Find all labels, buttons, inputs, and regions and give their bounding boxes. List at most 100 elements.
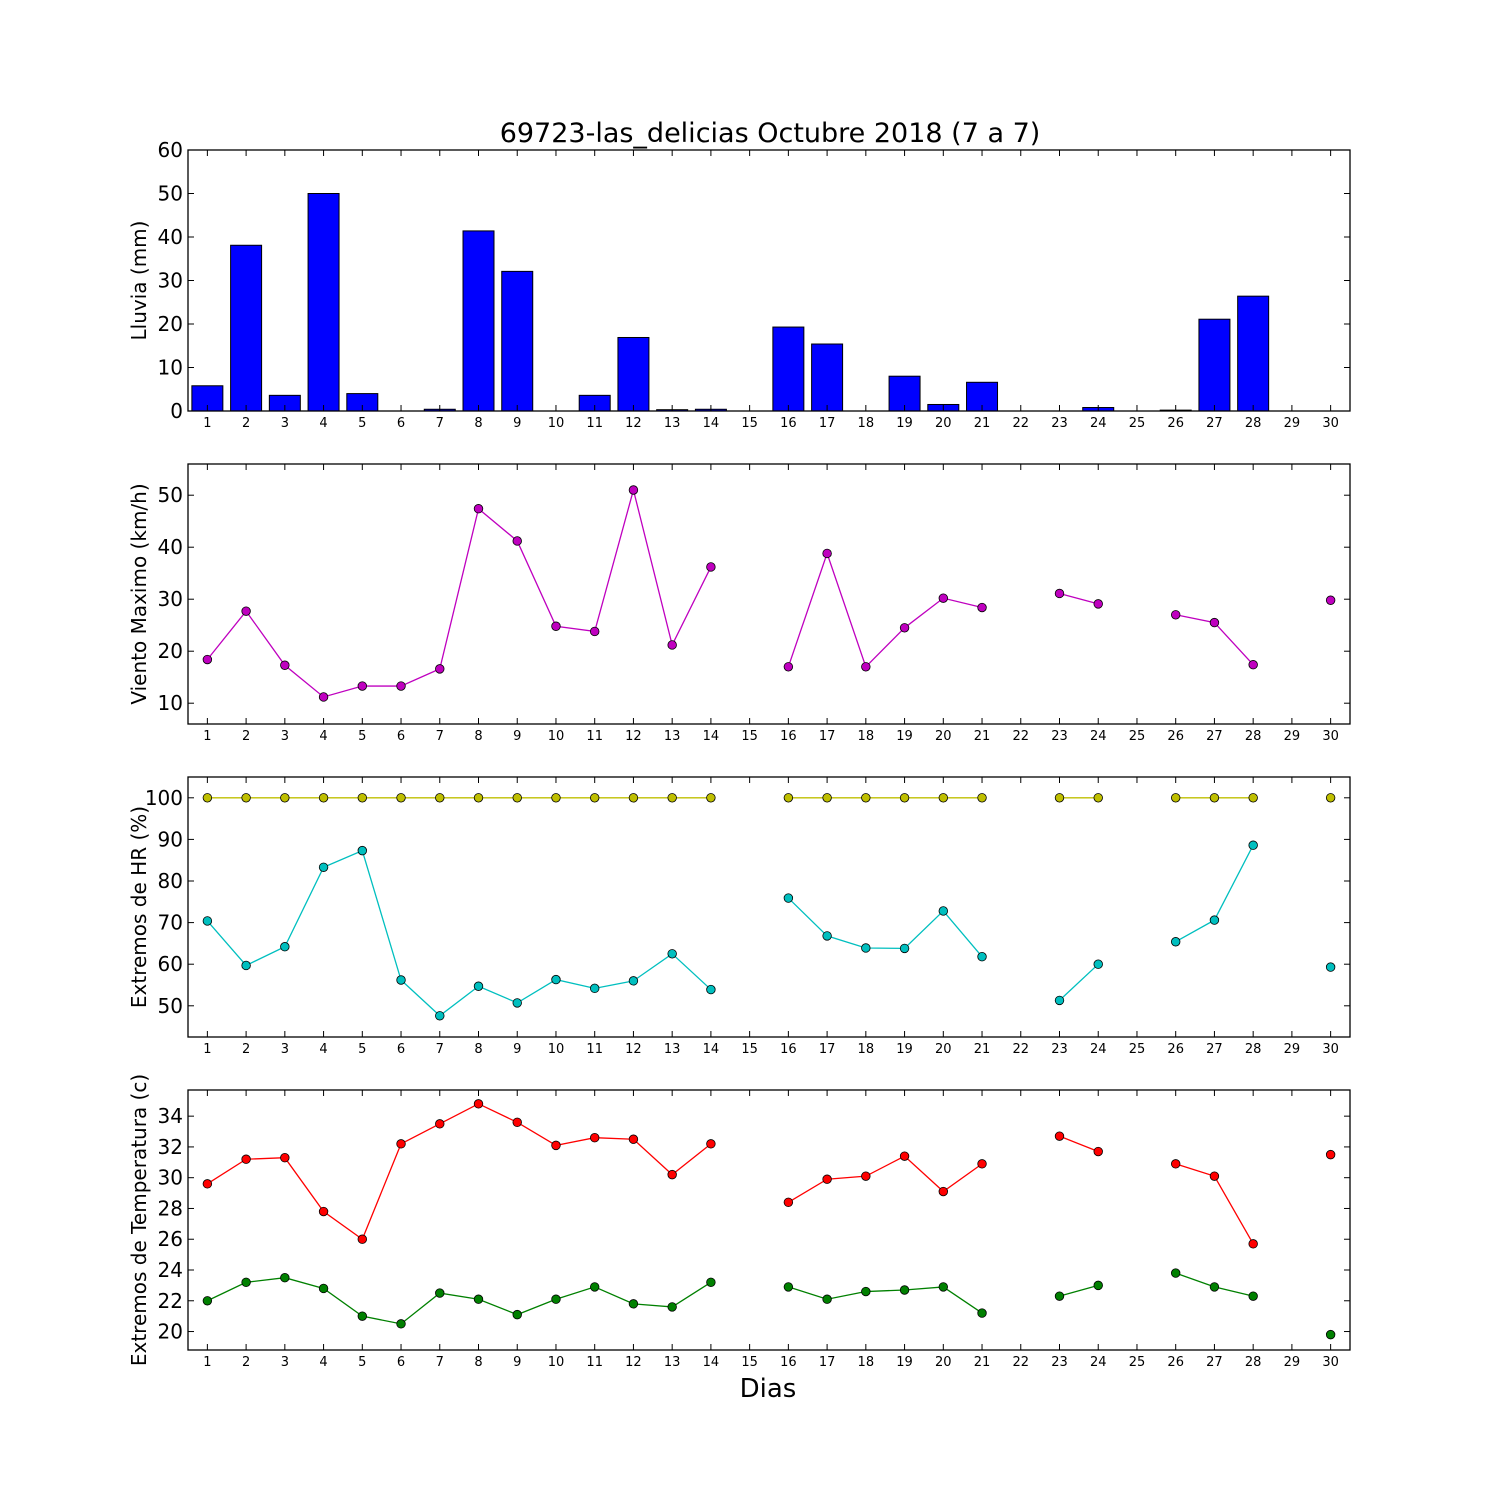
x-tick-label: 6	[397, 416, 405, 431]
figure-title: 69723-las_delicias Octubre 2018 (7 a 7)	[500, 118, 1041, 149]
y-tick-label: 30	[158, 587, 183, 611]
x-tick-label: 6	[397, 1042, 405, 1057]
data-point	[706, 1277, 716, 1288]
data-point	[241, 1277, 251, 1288]
x-tick-label: 24	[1090, 416, 1107, 431]
data-point	[1248, 1291, 1258, 1301]
x-tick-label: 13	[664, 1042, 681, 1057]
x-tick-label: 2	[242, 729, 250, 744]
x-tick-label: 10	[548, 729, 565, 744]
data-point	[706, 984, 716, 995]
x-axis-label: Dias	[740, 1374, 797, 1404]
rain-bar	[811, 343, 844, 412]
y-tick-label: 30	[158, 269, 183, 293]
data-point	[357, 845, 368, 856]
x-tick-label: 30	[1322, 416, 1339, 431]
data-point	[822, 1294, 832, 1304]
rain-bar	[230, 244, 263, 412]
data-point	[822, 793, 832, 803]
data-point	[783, 893, 794, 903]
data-point	[899, 1285, 910, 1295]
data-point	[551, 621, 561, 631]
data-point	[280, 1272, 290, 1283]
data-point	[318, 692, 329, 702]
y-tick-label: 100	[145, 786, 183, 810]
y-tick-label: 40	[158, 225, 183, 249]
data-point	[202, 916, 213, 926]
x-tick-label: 19	[896, 1042, 913, 1057]
x-tick-label: 30	[1322, 1355, 1339, 1370]
data-point	[977, 602, 987, 613]
x-tick-label: 13	[664, 416, 681, 431]
x-tick-label: 20	[935, 729, 952, 744]
x-tick-label: 5	[358, 1355, 366, 1370]
data-point	[590, 793, 600, 803]
x-tick-label: 27	[1206, 416, 1223, 431]
data-point	[357, 681, 368, 691]
x-tick-label: 23	[1051, 416, 1068, 431]
x-tick-label: 9	[513, 416, 521, 431]
data-point	[822, 1174, 832, 1184]
y-tick-label: 24	[158, 1258, 183, 1282]
data-point	[938, 1186, 949, 1197]
data-point	[938, 793, 949, 803]
data-point	[667, 640, 677, 650]
x-tick-label: 8	[474, 416, 482, 431]
data-point	[1325, 793, 1336, 803]
x-tick-label: 24	[1090, 1355, 1107, 1370]
data-point	[861, 1171, 871, 1181]
x-tick-label: 17	[819, 416, 836, 431]
data-point	[473, 981, 484, 991]
data-point	[357, 793, 368, 803]
x-tick-label: 16	[780, 729, 797, 744]
x-tick-label: 29	[1284, 1355, 1301, 1370]
x-tick-label: 4	[319, 729, 327, 744]
x-tick-label: 21	[974, 729, 991, 744]
data-point	[1170, 937, 1181, 947]
data-point	[667, 1302, 677, 1312]
data-point	[667, 793, 677, 803]
data-point	[1054, 1291, 1065, 1301]
data-point	[628, 485, 639, 495]
rain-bar	[772, 326, 805, 412]
data-point	[861, 793, 871, 803]
x-tick-label: 2	[242, 1042, 250, 1057]
x-tick-label: 16	[780, 1042, 797, 1057]
x-tick-label: 26	[1167, 1355, 1184, 1370]
y-tick-label: 50	[158, 483, 183, 507]
x-tick-label: 23	[1051, 729, 1068, 744]
x-tick-label: 4	[319, 416, 327, 431]
x-tick-label: 28	[1245, 1042, 1262, 1057]
y-tick-label: 10	[158, 356, 183, 380]
x-tick-label: 24	[1090, 729, 1107, 744]
x-tick-label: 14	[703, 416, 720, 431]
x-tick-label: 14	[703, 1355, 720, 1370]
data-point	[202, 1296, 213, 1306]
x-tick-label: 2	[242, 1355, 250, 1370]
x-tick-label: 27	[1206, 1355, 1223, 1370]
y-tick-label: 20	[158, 312, 183, 336]
chart-panels: 1 2 3 4 5 6 7 8 9 10 11 12 13 14 15 16 17 18 19 20 21 22 23 24 2…	[127, 138, 1351, 1370]
axes-frame	[187, 463, 1351, 725]
x-tick-label: 3	[281, 416, 289, 431]
x-tick-label: 15	[741, 1355, 758, 1370]
x-tick-label: 20	[935, 1042, 952, 1057]
x-tick-label: 4	[319, 1355, 327, 1370]
data-point	[1209, 1171, 1220, 1181]
data-point	[435, 664, 445, 674]
rain-bar	[501, 270, 534, 412]
rain-bar	[462, 230, 495, 412]
y-tick-label: 50	[158, 994, 183, 1018]
series-line	[207, 1277, 712, 1325]
data-point	[1248, 793, 1258, 803]
y-tick-label: 40	[158, 535, 183, 559]
x-tick-label: 3	[281, 1355, 289, 1370]
rain-bar	[1237, 295, 1270, 412]
data-point	[1093, 793, 1103, 803]
x-tick-label: 16	[780, 1355, 797, 1370]
data-point	[1054, 588, 1065, 599]
x-tick-label: 7	[436, 729, 444, 744]
data-point	[977, 952, 987, 962]
x-tick-label: 8	[474, 1355, 482, 1370]
data-point	[241, 606, 251, 616]
